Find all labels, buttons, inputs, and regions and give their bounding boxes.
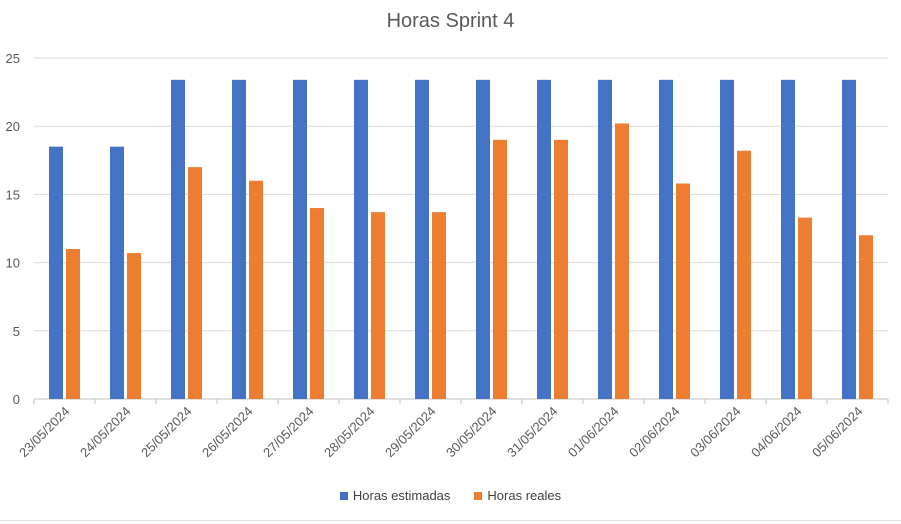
bar-estimated (781, 79, 795, 399)
x-tick-label: 31/05/2024 (504, 404, 561, 461)
x-tick-label: 24/05/2024 (77, 404, 134, 461)
legend-swatch-estimated (339, 491, 348, 500)
bar-estimated (598, 79, 612, 399)
y-tick-label: 5 (13, 324, 20, 339)
bar-estimated (49, 146, 63, 399)
legend: Horas estimadas Horas reales (0, 488, 901, 503)
bar-estimated (415, 79, 429, 399)
x-tick-label: 27/05/2024 (260, 404, 317, 461)
bar-estimated (659, 79, 673, 399)
x-tick-label: 03/06/2024 (687, 404, 744, 461)
bar-real (615, 123, 629, 400)
bar-real (737, 150, 751, 399)
x-tick-label: 29/05/2024 (382, 404, 439, 461)
x-tick-label: 28/05/2024 (321, 404, 378, 461)
legend-label-estimated: Horas estimadas (352, 488, 451, 503)
x-tick-label: 01/06/2024 (565, 404, 622, 461)
y-tick-label: 0 (13, 392, 20, 407)
bar-estimated (720, 79, 734, 399)
bar-estimated (842, 79, 856, 399)
x-tick-label: 25/05/2024 (138, 404, 195, 461)
x-tick-label: 04/06/2024 (748, 404, 805, 461)
bar-real (310, 208, 324, 399)
y-tick-label: 10 (6, 256, 20, 271)
y-tick-label: 25 (6, 51, 20, 66)
bar-real (859, 235, 873, 399)
bar-estimated (171, 79, 185, 399)
bar-estimated (110, 146, 124, 399)
bar-real (371, 212, 385, 399)
y-tick-label: 20 (6, 119, 20, 134)
chart-title: Horas Sprint 4 (386, 10, 515, 32)
bar-real (554, 139, 568, 399)
bar-estimated (293, 79, 307, 399)
legend-item-estimated: Horas estimadas (339, 488, 451, 503)
bar-real (798, 217, 812, 399)
legend-item-real: Horas reales (474, 488, 561, 503)
x-tick-label: 02/06/2024 (626, 404, 683, 461)
bar-estimated (232, 79, 246, 399)
y-tick-label: 15 (6, 187, 20, 202)
legend-swatch-real (474, 491, 483, 500)
bottom-border (0, 520, 901, 521)
bar-real (249, 180, 263, 399)
x-tick-label: 26/05/2024 (199, 404, 256, 461)
bar-real (66, 248, 80, 399)
bar-real (676, 183, 690, 399)
bar-real (127, 253, 141, 399)
bar-real (493, 139, 507, 399)
bar-real (432, 212, 446, 399)
bar-estimated (476, 79, 490, 399)
legend-label-real: Horas reales (487, 488, 562, 503)
x-tick-label: 05/06/2024 (809, 404, 866, 461)
x-tick-label: 30/05/2024 (443, 404, 500, 461)
x-tick-label: 23/05/2024 (16, 404, 73, 461)
bar-estimated (354, 79, 368, 399)
bar-estimated (537, 79, 551, 399)
bar-real (188, 167, 202, 399)
